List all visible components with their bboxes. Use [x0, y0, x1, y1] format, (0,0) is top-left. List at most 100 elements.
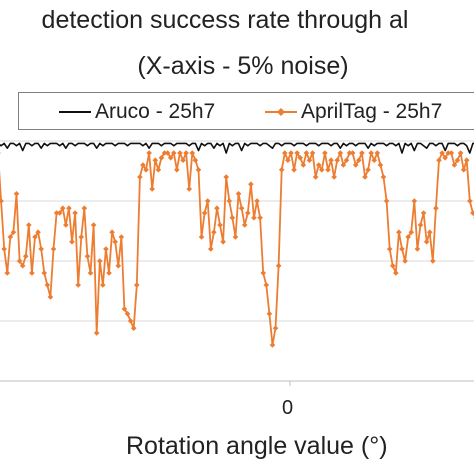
- data-point-apriltag: [29, 270, 35, 276]
- data-point-apriltag: [149, 186, 155, 192]
- data-point-apriltag: [244, 210, 251, 216]
- data-point-apriltag: [346, 150, 353, 156]
- data-point-apriltag: [241, 222, 248, 228]
- data-point-apriltag: [269, 342, 276, 348]
- data-point-apriltag: [22, 253, 29, 259]
- data-point-apriltag: [399, 246, 405, 252]
- data-point-apriltag: [201, 210, 208, 216]
- data-point-apriltag: [436, 157, 442, 163]
- series-line-apriltag: [0, 152, 474, 346]
- data-point-apriltag: [106, 270, 112, 276]
- data-point-apriltag: [155, 167, 162, 173]
- data-point-apriltag: [288, 150, 294, 156]
- data-point-apriltag: [180, 157, 186, 163]
- data-point-apriltag: [103, 246, 109, 252]
- data-point-apriltag: [340, 162, 347, 168]
- data-point-apriltag: [303, 150, 310, 156]
- data-point-apriltag: [423, 239, 430, 245]
- data-point-apriltag: [408, 229, 415, 235]
- data-point-apriltag: [140, 162, 146, 168]
- data-point-apriltag: [130, 325, 137, 331]
- data-point-apriltag: [322, 150, 328, 156]
- data-point-apriltag: [170, 150, 177, 156]
- data-point-apriltag: [260, 270, 267, 276]
- data-point-apriltag: [198, 234, 205, 240]
- data-point-apriltag: [26, 222, 32, 228]
- data-point-apriltag: [448, 150, 455, 156]
- data-point-apriltag: [396, 229, 402, 235]
- chart-legend: Aruco - 25h7 AprilTag - 25h7: [18, 92, 474, 130]
- data-point-apriltag: [389, 263, 396, 269]
- data-point-apriltag: [371, 157, 378, 163]
- data-point-apriltag: [442, 155, 448, 161]
- data-point-apriltag: [352, 162, 359, 168]
- data-point-apriltag: [96, 258, 103, 264]
- data-point-apriltag: [380, 174, 387, 180]
- data-point-apriltag: [115, 263, 122, 269]
- data-point-apriltag: [164, 150, 171, 156]
- data-point-apriltag: [0, 198, 4, 204]
- data-point-apriltag: [13, 191, 20, 197]
- data-point-apriltag: [127, 318, 134, 324]
- data-point-apriltag: [377, 162, 384, 168]
- data-point-apriltag: [66, 205, 72, 211]
- data-point-apriltag: [282, 150, 288, 156]
- data-point-apriltag: [439, 150, 445, 156]
- data-point-apriltag: [207, 246, 214, 252]
- data-point-apriltag: [195, 167, 202, 173]
- legend-label-aruco: Aruco - 25h7: [95, 100, 216, 123]
- data-point-apriltag: [50, 246, 57, 252]
- data-point-apriltag: [72, 210, 78, 216]
- data-point-apriltag: [426, 229, 433, 235]
- data-point-apriltag: [84, 253, 91, 259]
- data-point-apriltag: [451, 162, 458, 168]
- data-point-apriltag: [457, 150, 464, 156]
- data-point-apriltag: [59, 205, 66, 211]
- data-point-apriltag: [235, 191, 242, 197]
- data-point-apriltag: [356, 157, 362, 163]
- x-tick-label-0: 0: [282, 397, 294, 419]
- data-point-apriltag: [217, 222, 223, 228]
- data-point-apriltag: [63, 222, 69, 228]
- series-line-aruco: [0, 142, 474, 154]
- data-point-apriltag: [315, 162, 322, 168]
- data-point-apriltag: [75, 282, 81, 288]
- data-point-apriltag: [192, 157, 199, 163]
- data-point-apriltag: [10, 229, 17, 235]
- data-point-apriltag: [374, 150, 381, 156]
- data-point-apriltag: [112, 239, 118, 245]
- data-point-apriltag: [368, 150, 374, 156]
- data-point-apriltag: [402, 258, 408, 264]
- data-point-apriltag: [463, 157, 470, 163]
- data-point-apriltag: [19, 263, 26, 269]
- data-point-apriltag: [118, 234, 125, 240]
- data-point-apriltag: [81, 205, 88, 211]
- legend-swatch-aruco: [59, 111, 91, 113]
- data-point-apriltag: [121, 306, 128, 312]
- data-point-apriltag: [411, 198, 418, 204]
- data-point-apriltag: [44, 282, 51, 288]
- data-point-apriltag: [257, 215, 263, 221]
- data-point-apriltag: [254, 198, 260, 204]
- data-point-apriltag: [433, 205, 439, 211]
- data-point-apriltag: [393, 270, 399, 276]
- data-point-apriltag: [143, 167, 149, 173]
- data-point-apriltag: [189, 150, 196, 156]
- data-point-apriltag: [152, 157, 159, 163]
- data-point-apriltag: [100, 282, 106, 288]
- data-point-apriltag: [467, 198, 473, 204]
- data-point-apriltag: [275, 263, 282, 269]
- data-point-apriltag: [430, 258, 436, 264]
- legend-swatch-apriltag: [265, 108, 297, 116]
- data-point-apriltag: [278, 167, 285, 173]
- data-point-apriltag: [109, 229, 115, 235]
- data-point-apriltag: [359, 150, 365, 156]
- data-point-apriltag: [343, 157, 350, 163]
- data-point-apriltag: [35, 229, 41, 235]
- data-point-apriltag: [319, 167, 325, 173]
- data-point-apriltag: [294, 150, 300, 156]
- data-point-apriltag: [365, 167, 371, 173]
- data-point-apriltag: [325, 167, 331, 173]
- data-point-apriltag: [78, 234, 85, 240]
